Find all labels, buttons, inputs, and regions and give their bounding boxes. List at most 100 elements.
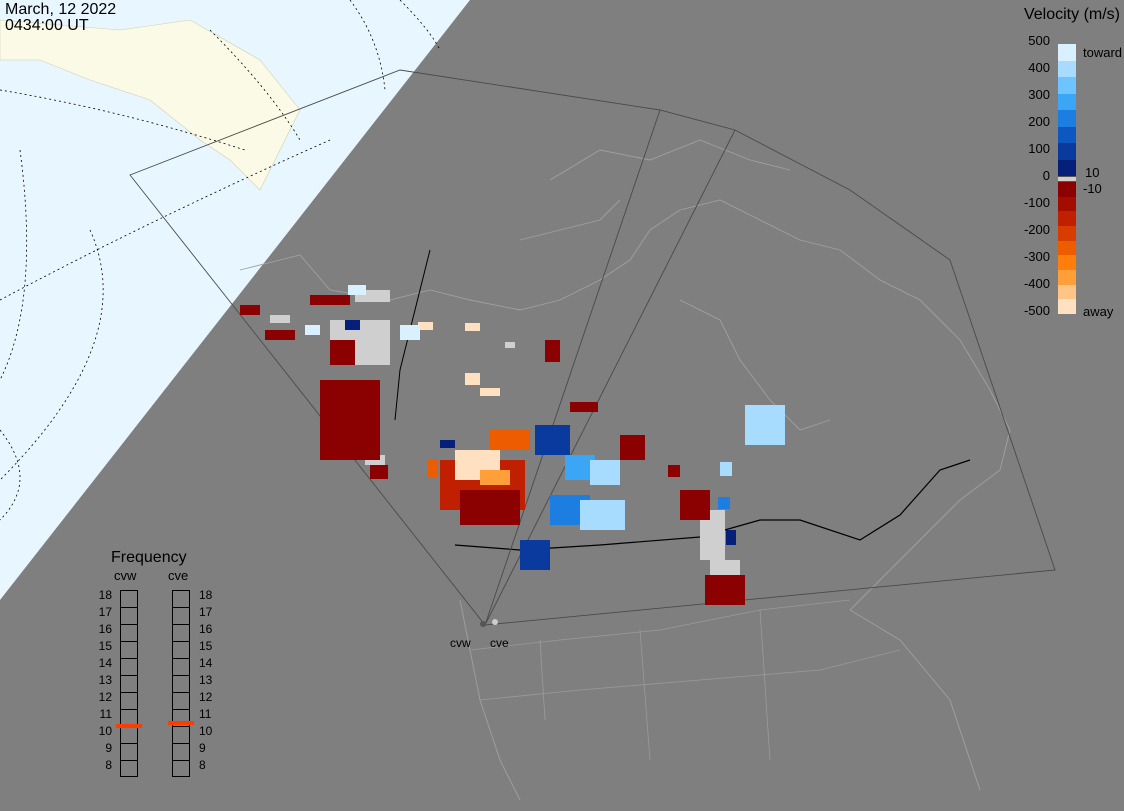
freq-level-label: 17: [98, 605, 112, 619]
frequency-title: Frequency: [111, 549, 187, 566]
freq-gridline: [173, 607, 189, 608]
freq-gridline: [173, 760, 189, 761]
colorbar-segment: [1058, 110, 1076, 127]
velocity-tick-label: 200: [1028, 114, 1050, 129]
colorbar-segment: [1058, 284, 1076, 300]
colorbar-segment: [1058, 299, 1076, 315]
freq-gridline: [173, 624, 189, 625]
freq-level-label: 10: [199, 724, 213, 738]
freq-gridline: [173, 675, 189, 676]
velocity-title: Velocity (m/s): [1023, 6, 1120, 23]
coastlines: [239, 139, 1011, 801]
freq-gridline: [121, 624, 137, 625]
velocity-colorbar: [1058, 44, 1076, 315]
freq-gridline: [121, 760, 137, 761]
timestamp-date: March, 12 2022: [5, 1, 117, 18]
freq-level-label: 17: [199, 605, 213, 619]
freq-gridline: [173, 658, 189, 659]
freq-gridline: [121, 709, 137, 710]
freq-level-label: 16: [199, 622, 213, 636]
colorbar-ground-band: [1058, 176, 1076, 182]
freq-level-label: 12: [199, 690, 213, 704]
velocity-tick-label: 100: [1028, 141, 1050, 156]
freq-gridline: [173, 709, 189, 710]
colorbar-segment: [1058, 240, 1076, 256]
velocity-tick-label: -100: [1023, 195, 1050, 210]
freq-gridline: [173, 726, 189, 727]
colorbar-segment: [1058, 211, 1076, 227]
ground-scatter: [270, 290, 740, 600]
threshold-positive: 10: [1085, 165, 1100, 180]
freq-level-label: 18: [199, 588, 213, 602]
freq-level-label: 12: [98, 690, 112, 704]
velocity-tick-label: 500: [1028, 33, 1050, 48]
colorbar-segment: [1058, 44, 1076, 61]
toward-label: toward: [1083, 45, 1123, 60]
colorbar-segment: [1058, 159, 1076, 177]
colorbar-segment: [1058, 196, 1076, 212]
state-lines: [469, 599, 901, 761]
freq-gridline: [121, 675, 137, 676]
freq-level-label: 14: [199, 656, 213, 670]
boundary-line-north: [394, 249, 431, 421]
radar-site-marker: [492, 619, 498, 625]
away-echoes: [240, 295, 745, 605]
freq-level-label: 15: [98, 639, 112, 653]
velocity-tick-label: -300: [1023, 249, 1050, 264]
velocity-tick-label: -500: [1023, 303, 1050, 318]
freq-level-label: 15: [199, 639, 213, 653]
freq-level-label: 8: [199, 758, 206, 772]
velocity-tick-label: -400: [1023, 276, 1050, 291]
away-label: away: [1083, 304, 1114, 319]
colorbar-segment: [1058, 93, 1076, 111]
freq-gridline: [121, 692, 137, 693]
freq-gridline: [121, 641, 137, 642]
daylight-region: [0, 0, 470, 600]
freq-gridline: [121, 607, 137, 608]
colorbar-segment: [1058, 270, 1076, 286]
freq-level-label: 9: [105, 741, 112, 755]
border-line: [454, 459, 971, 551]
grid-lines: [0, 0, 441, 521]
colorbar-segment: [1058, 77, 1076, 94]
colorbar-segment: [1058, 143, 1076, 160]
velocity-tick-label: 300: [1028, 87, 1050, 102]
freq-gridline: [121, 743, 137, 744]
velocity-tick-label: 0: [1042, 168, 1050, 183]
freq-level-label: 16: [98, 622, 112, 636]
freq-radar-label-cve: cve: [168, 568, 189, 583]
colorbar-segment: [1058, 126, 1076, 144]
freq-level-label: 11: [199, 707, 212, 721]
colorbar-segment: [1058, 226, 1076, 242]
colorbar-segment: [1058, 60, 1076, 78]
freq-level-label: 14: [98, 656, 112, 670]
colorbar-segment: [1058, 182, 1076, 198]
velocity-tick-label: 400: [1028, 60, 1050, 75]
freq-gridline: [173, 692, 189, 693]
day-landmass: [0, 19, 301, 191]
freq-gridline: [121, 658, 137, 659]
freq-level-label: 11: [99, 707, 112, 721]
freq-gridline: [173, 743, 189, 744]
freq-radar-label-cvw: cvw: [114, 568, 137, 583]
freq-level-label: 13: [199, 673, 213, 687]
freq-column-cvw: [120, 590, 138, 777]
colorbar-segment: [1058, 255, 1076, 271]
threshold-negative: -10: [1083, 181, 1102, 196]
freq-column-cve: [172, 590, 190, 777]
site-label-cvw: cvw: [450, 636, 471, 650]
timestamp-time: 0434:00 UT: [5, 17, 89, 34]
freq-gridline: [173, 641, 189, 642]
radar-site-marker: [480, 621, 486, 627]
freq-level-label: 18: [98, 588, 112, 602]
freq-level-label: 13: [98, 673, 112, 687]
velocity-tick-label: -200: [1023, 222, 1050, 237]
freq-level-label: 8: [105, 758, 112, 772]
freq-level-label: 9: [199, 741, 206, 755]
freq-level-label: 10: [98, 724, 112, 738]
site-label-cve: cve: [490, 636, 509, 650]
freq-indicator-cvw: [116, 724, 142, 728]
freq-indicator-cve: [168, 720, 194, 725]
toward-echoes: [305, 285, 785, 570]
